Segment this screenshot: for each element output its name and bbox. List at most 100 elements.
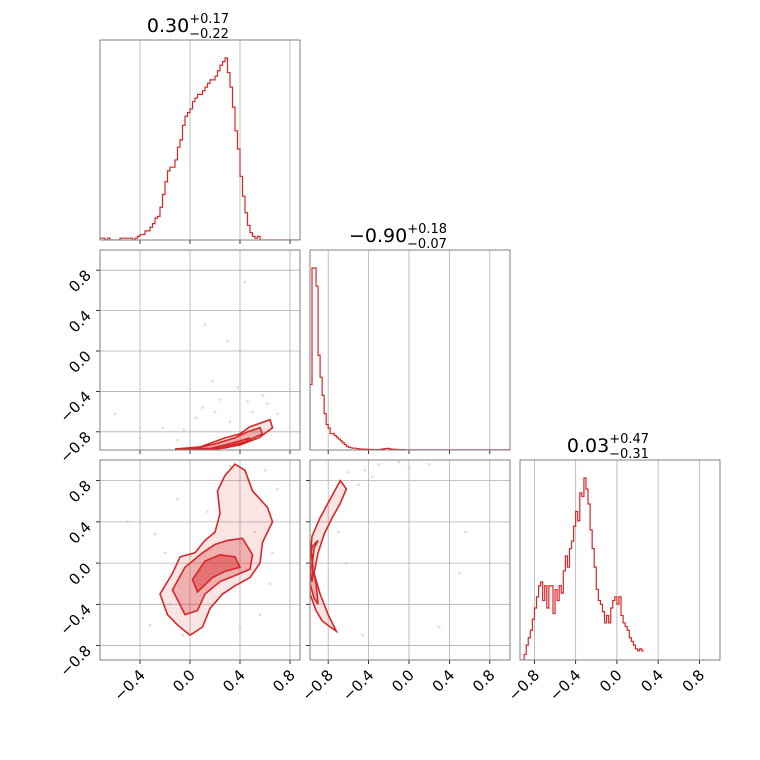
title-median: 0.30	[147, 15, 189, 37]
scatter-point	[458, 572, 461, 575]
panel-frame	[309, 249, 511, 451]
scatter-point	[261, 394, 264, 397]
x-tick-label: −0.4	[339, 666, 377, 704]
contour-level-3	[207, 437, 251, 450]
panel-frame	[99, 39, 301, 241]
scatter-point	[361, 633, 364, 637]
scatter-point	[253, 530, 257, 534]
panel-frame	[519, 459, 721, 661]
scatter-point	[397, 460, 401, 464]
panel-frame	[99, 459, 301, 661]
scatter-point	[201, 406, 204, 409]
scatter-point	[218, 398, 222, 401]
panel-2-1: −0.8 −0.4 0.0 0.4 0.8	[299, 459, 511, 705]
y-tick-label: −0.8	[56, 428, 94, 466]
scatter-point	[371, 475, 374, 478]
scatter-point	[153, 532, 157, 536]
param-title-2: 0.03+0.47 −0.31	[567, 432, 649, 462]
plot-area	[520, 477, 644, 660]
y-tick-label: −0.4	[56, 388, 94, 426]
scatter-point	[181, 633, 184, 637]
x-tick-label: 0.0	[596, 666, 626, 696]
scatter-point	[194, 416, 198, 419]
panel-2-0: −0.4 0.0 0.4 0.8 −0.8 −0.4 0.0 0.4 0.8	[56, 459, 301, 705]
histogram-1	[310, 267, 510, 450]
panel-1-1: −0.90+0.18 −0.07	[309, 222, 511, 454]
y-tick-label: 0.0	[65, 559, 95, 589]
scatter-point	[163, 551, 167, 555]
title-plus: +0.18	[407, 222, 447, 237]
scatter-point	[276, 487, 279, 491]
scatter-point	[266, 402, 269, 405]
scatter-point	[182, 428, 186, 432]
x-tick-label: 0.4	[429, 666, 459, 696]
scatter-point	[427, 462, 431, 466]
panel-1-0: −0.8−0.4 0.0 0.4 0.8	[56, 249, 301, 466]
y-tick-label: 0.8	[65, 266, 95, 296]
scatter-point	[251, 410, 254, 413]
title-median: 0.03	[567, 435, 609, 457]
contour-level-2	[171, 537, 254, 616]
histogram-0	[100, 57, 300, 240]
scatter-point	[161, 426, 164, 430]
scatter-point	[246, 400, 249, 403]
y-tick-label: 0.8	[65, 477, 95, 507]
y-tick-label: 0.0	[65, 347, 95, 377]
x-tick-label: 0.0	[169, 666, 199, 696]
param-title-0: 0.30+0.17 −0.22	[147, 12, 229, 42]
x-tick-label: −0.8	[505, 666, 543, 704]
contour-level-3	[191, 554, 242, 594]
scatter-point	[271, 551, 274, 555]
scatter-point	[236, 386, 239, 389]
panel-0-0: 0.30+0.17 −0.22	[99, 12, 301, 244]
y-tick-label: 0.4	[65, 307, 95, 337]
plot-area	[310, 267, 510, 450]
contour-level-1	[159, 463, 274, 637]
scatter-point	[263, 469, 267, 472]
x-tick-label: 0.8	[269, 666, 299, 696]
x-tick-label: 0.4	[637, 666, 667, 696]
y-tick-label: −0.8	[56, 642, 94, 680]
scatter-point	[268, 582, 272, 586]
title-minus: −0.07	[407, 237, 447, 252]
title-plus: +0.17	[189, 12, 229, 27]
scatter-point	[437, 625, 441, 629]
scatter-point	[213, 410, 217, 413]
y-tick-label: −0.4	[56, 600, 94, 638]
plot-area	[100, 57, 300, 240]
scatter-point	[206, 510, 209, 513]
scatter-point	[258, 613, 262, 616]
plot-area	[310, 460, 467, 637]
x-tick-label: 0.0	[388, 666, 418, 696]
scatter-point	[357, 483, 360, 487]
title-median: −0.90	[349, 225, 407, 247]
x-tick-label: 0.8	[679, 666, 709, 696]
plot-area	[126, 463, 279, 637]
panel-frame	[99, 249, 301, 451]
contour-level-2	[192, 426, 264, 450]
scatter-point	[238, 625, 242, 629]
scatter-point	[336, 530, 340, 534]
scatter-point	[176, 497, 179, 501]
scatter-point	[138, 436, 142, 440]
plot-area	[113, 281, 279, 450]
scatter-point	[276, 412, 279, 415]
panel-frame	[309, 459, 511, 661]
contour-level-1	[310, 479, 348, 634]
scatter-point	[228, 464, 232, 468]
panel-2-2: −0.8 −0.4 0.0 0.4 0.8 0.03+0.47 −0.31	[505, 432, 721, 705]
scatter-point	[377, 462, 380, 466]
x-tick-label: −0.4	[546, 666, 584, 704]
scatter-point	[148, 623, 152, 627]
scatter-point	[126, 520, 129, 524]
title-plus: +0.47	[609, 432, 649, 447]
scatter-point	[168, 603, 172, 606]
title-minus: −0.22	[189, 27, 229, 42]
scatter-point	[363, 469, 366, 472]
y-tick-label: 0.4	[65, 518, 95, 548]
scatter-point	[113, 412, 117, 415]
contour-level-3	[310, 553, 314, 582]
x-tick-label: −0.8	[299, 666, 337, 704]
histogram-2	[520, 477, 644, 660]
